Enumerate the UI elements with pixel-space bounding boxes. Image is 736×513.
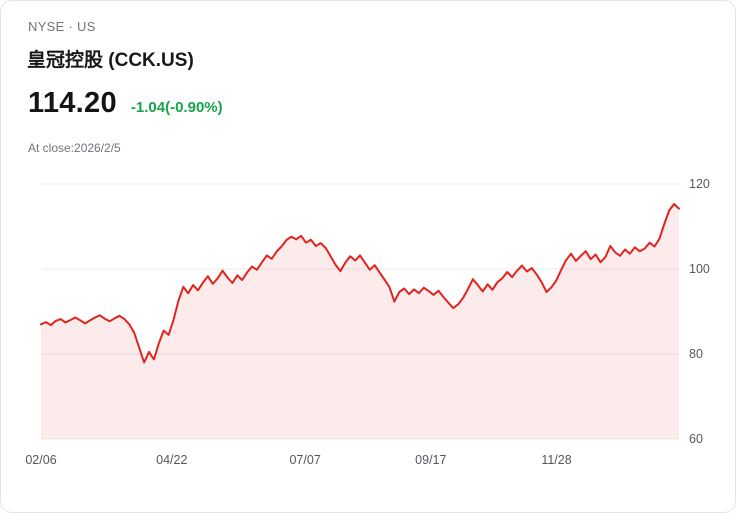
stock-title: 皇冠控股 (CCK.US): [27, 50, 194, 71]
price-area-fill: [41, 204, 679, 439]
price-chart[interactable]: 60 80 100 120 02/06 04/22 07/07 09/17 11/28: [25, 177, 710, 467]
price-value: 114.20: [28, 87, 117, 119]
x-axis-label: 09/17: [415, 453, 447, 467]
exchange-label: NYSE · US: [28, 19, 96, 34]
chart-canvas: [40, 183, 680, 440]
x-axis-label: 04/22: [156, 453, 188, 467]
quote-row: 114.20 -1.04(-0.90%): [28, 87, 223, 120]
y-axis-label: 100: [689, 262, 710, 276]
y-axis-label: 60: [689, 432, 703, 446]
y-axis-label: 120: [689, 177, 710, 191]
x-axis-label: 11/28: [541, 453, 572, 467]
x-axis-label: 07/07: [289, 453, 321, 467]
price-change: -1.04(-0.90%): [130, 99, 223, 116]
x-axis-label: 02/06: [25, 453, 57, 467]
as-of-label: At close:2026/2/5: [28, 141, 121, 155]
price-line: [40, 203, 680, 364]
y-axis-label: 80: [689, 347, 703, 361]
